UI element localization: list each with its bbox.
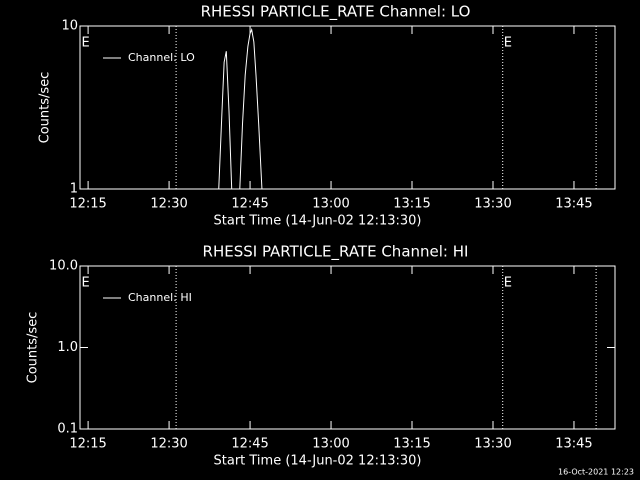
x-tick-label: 12:45 <box>231 437 268 452</box>
legend-label: Channel: LO <box>128 51 195 64</box>
footer-date: 16-Oct-2021 12:23 <box>558 468 634 477</box>
y-tick-label: 10.0 <box>49 259 78 274</box>
x-tick-label: 13:15 <box>393 437 430 452</box>
x-axis-label: Start Time (14-Jun-02 12:13:30) <box>214 454 422 469</box>
y-tick-label: 1 <box>70 182 78 197</box>
x-tick-label: 13:15 <box>393 197 430 212</box>
event-label: E <box>82 36 90 51</box>
x-tick-label: 13:45 <box>555 437 592 452</box>
y-tick-label: 1.0 <box>57 340 78 355</box>
legend-label: Channel: HI <box>128 291 192 304</box>
chart-title: RHESSI PARTICLE_RATE Channel: LO <box>201 3 471 22</box>
y-tick-label: 10 <box>61 19 78 34</box>
y-axis-label: Counts/sec <box>26 312 41 384</box>
event-label: E <box>504 276 512 291</box>
x-tick-label: 12:30 <box>150 437 187 452</box>
x-tick-label: 12:15 <box>69 437 106 452</box>
x-tick-label: 13:45 <box>555 197 592 212</box>
x-tick-label: 13:30 <box>474 437 511 452</box>
x-tick-label: 13:30 <box>474 197 511 212</box>
x-tick-label: 12:45 <box>231 197 268 212</box>
event-label: E <box>504 36 512 51</box>
y-axis-label: Counts/sec <box>38 72 53 144</box>
x-axis-label: Start Time (14-Jun-02 12:13:30) <box>214 214 422 229</box>
y-tick-label: 0.1 <box>57 422 78 437</box>
plot-frame <box>79 25 616 190</box>
chart-title: RHESSI PARTICLE_RATE Channel: HI <box>203 243 469 262</box>
event-label: E <box>82 276 90 291</box>
x-tick-label: 12:30 <box>150 197 187 212</box>
x-tick-label: 13:00 <box>312 197 349 212</box>
x-tick-label: 13:00 <box>312 437 349 452</box>
data-line <box>218 27 263 190</box>
x-tick-label: 12:15 <box>69 197 106 212</box>
